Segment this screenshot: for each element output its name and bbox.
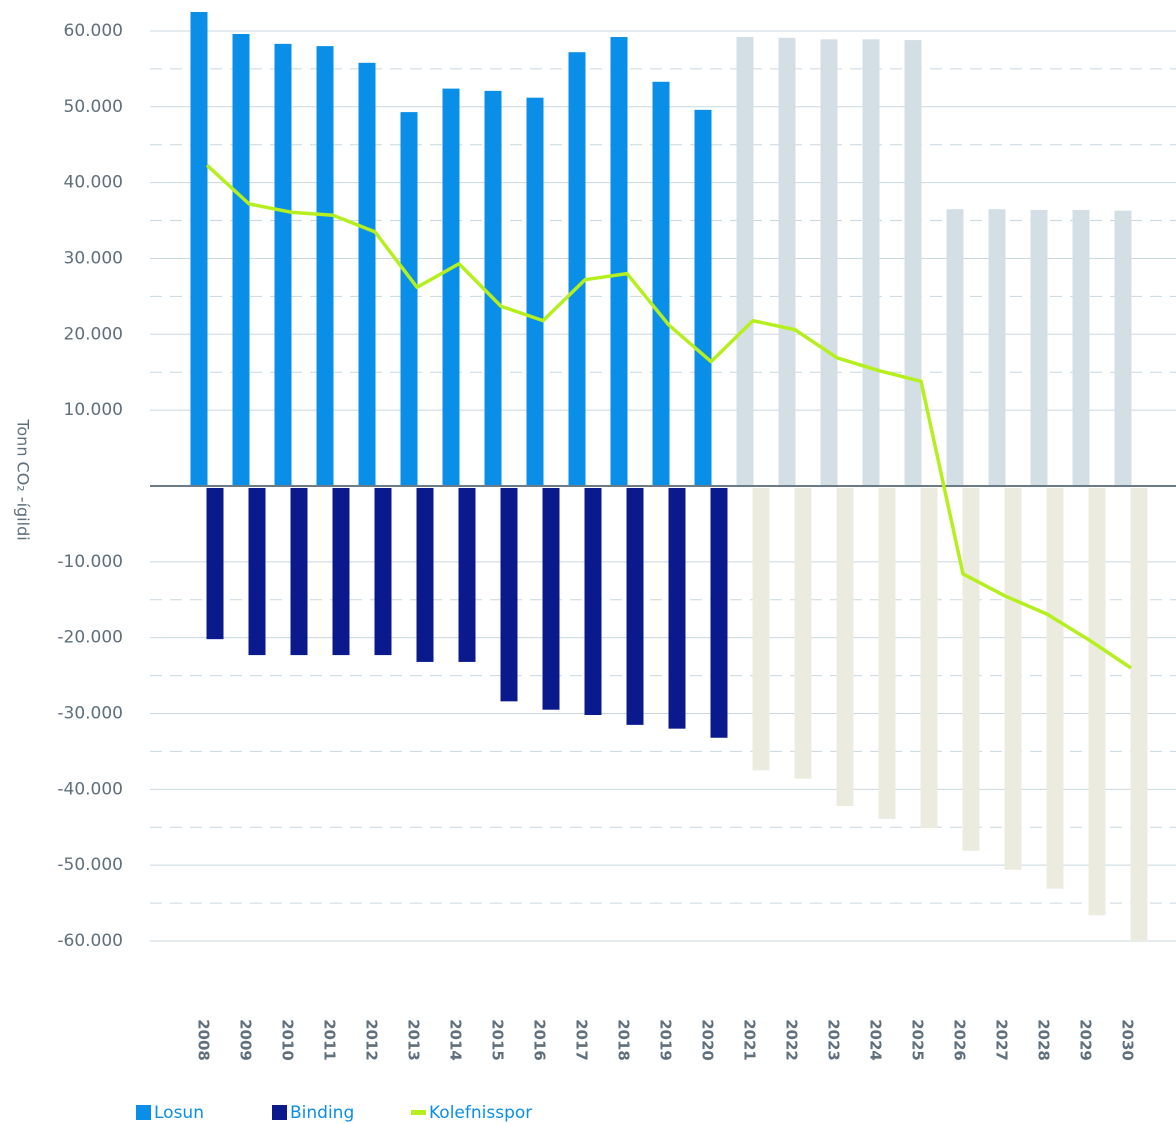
bar [626, 487, 644, 725]
bar [442, 88, 460, 486]
x-tick-label: 2030 [1119, 1019, 1137, 1061]
bar [316, 46, 334, 486]
x-tick-label: 2008 [195, 1019, 213, 1061]
x-tick-label: 2021 [741, 1019, 759, 1061]
bar [526, 97, 544, 486]
bar [374, 487, 392, 656]
x-tick-label: 2016 [531, 1019, 549, 1061]
bar [484, 90, 502, 486]
y-tick-label: 20.000 [64, 324, 123, 344]
bar [820, 39, 838, 486]
x-tick-label: 2014 [447, 1019, 465, 1061]
y-tick-label: -30.000 [57, 703, 123, 723]
y-tick-label: 50.000 [64, 97, 123, 117]
x-tick-label: 2026 [951, 1019, 969, 1061]
bar [1114, 210, 1132, 486]
bar [920, 487, 938, 829]
bar [332, 487, 350, 656]
bar [568, 52, 586, 486]
x-tick-label: 2017 [573, 1019, 591, 1061]
bar [610, 37, 628, 486]
x-tick-label: 2025 [909, 1019, 927, 1061]
y-tick-label: -40.000 [57, 779, 123, 799]
x-tick-label: 2024 [867, 1019, 885, 1061]
bar [358, 62, 376, 486]
bar [584, 487, 602, 716]
y-tick-label: -20.000 [57, 628, 123, 648]
legend-label: Binding [290, 1103, 354, 1123]
bar [400, 112, 418, 486]
y-tick-label: -60.000 [57, 931, 123, 951]
bar [988, 209, 1006, 486]
bar [500, 487, 518, 702]
x-tick-label: 2020 [699, 1019, 717, 1061]
bar [274, 43, 292, 486]
bar [416, 487, 434, 662]
x-tick-label: 2028 [1035, 1019, 1053, 1061]
legend-swatch [411, 1110, 426, 1115]
bar [542, 487, 560, 710]
x-tick-label: 2027 [993, 1019, 1011, 1061]
bar [1046, 487, 1064, 889]
y-tick-label: -50.000 [57, 855, 123, 875]
bar [904, 40, 922, 486]
legend-swatch [136, 1105, 151, 1120]
bar [1030, 209, 1048, 486]
bar [190, 12, 208, 486]
y-tick-label: 60.000 [64, 21, 123, 41]
bar [232, 33, 250, 486]
bar [248, 487, 266, 656]
x-tick-label: 2015 [489, 1019, 507, 1061]
x-tick-label: 2010 [279, 1019, 297, 1061]
legend-label: Losun [154, 1103, 204, 1123]
x-tick-label: 2009 [237, 1019, 255, 1061]
bar [668, 487, 686, 729]
bar [1088, 487, 1106, 916]
bar [206, 487, 224, 640]
bar [290, 487, 308, 656]
bar [710, 487, 728, 738]
line [205, 163, 1132, 670]
x-tick-label: 2013 [405, 1019, 423, 1061]
bar [458, 487, 476, 662]
x-tick-label: 2023 [825, 1019, 843, 1061]
bar [1004, 487, 1022, 870]
bar [778, 37, 796, 486]
bar [878, 487, 896, 819]
bar [1130, 487, 1148, 941]
x-tick-label: 2029 [1077, 1019, 1095, 1061]
bar [794, 487, 812, 779]
y-tick-label: 30.000 [64, 248, 123, 268]
x-tick-label: 2012 [363, 1019, 381, 1061]
bar [752, 487, 770, 771]
x-tick-label: 2019 [657, 1019, 675, 1061]
y-tick-label: 40.000 [64, 173, 123, 193]
bar [836, 487, 854, 807]
legend-swatch [272, 1105, 287, 1120]
y-tick-label: -10.000 [57, 552, 123, 572]
legend-label: Kolefnisspor [429, 1103, 532, 1123]
y-tick-label: 10.000 [64, 400, 123, 420]
bar [652, 81, 670, 486]
bar [694, 109, 712, 486]
bar [962, 487, 980, 851]
bar [946, 209, 964, 486]
bar [736, 37, 754, 486]
x-tick-label: 2011 [321, 1019, 339, 1061]
bar [862, 39, 880, 486]
bar [1072, 209, 1090, 486]
y-axis-label: Tonn CO₂ -ígildi [14, 418, 33, 540]
x-tick-label: 2022 [783, 1019, 801, 1061]
x-tick-label: 2018 [615, 1019, 633, 1061]
